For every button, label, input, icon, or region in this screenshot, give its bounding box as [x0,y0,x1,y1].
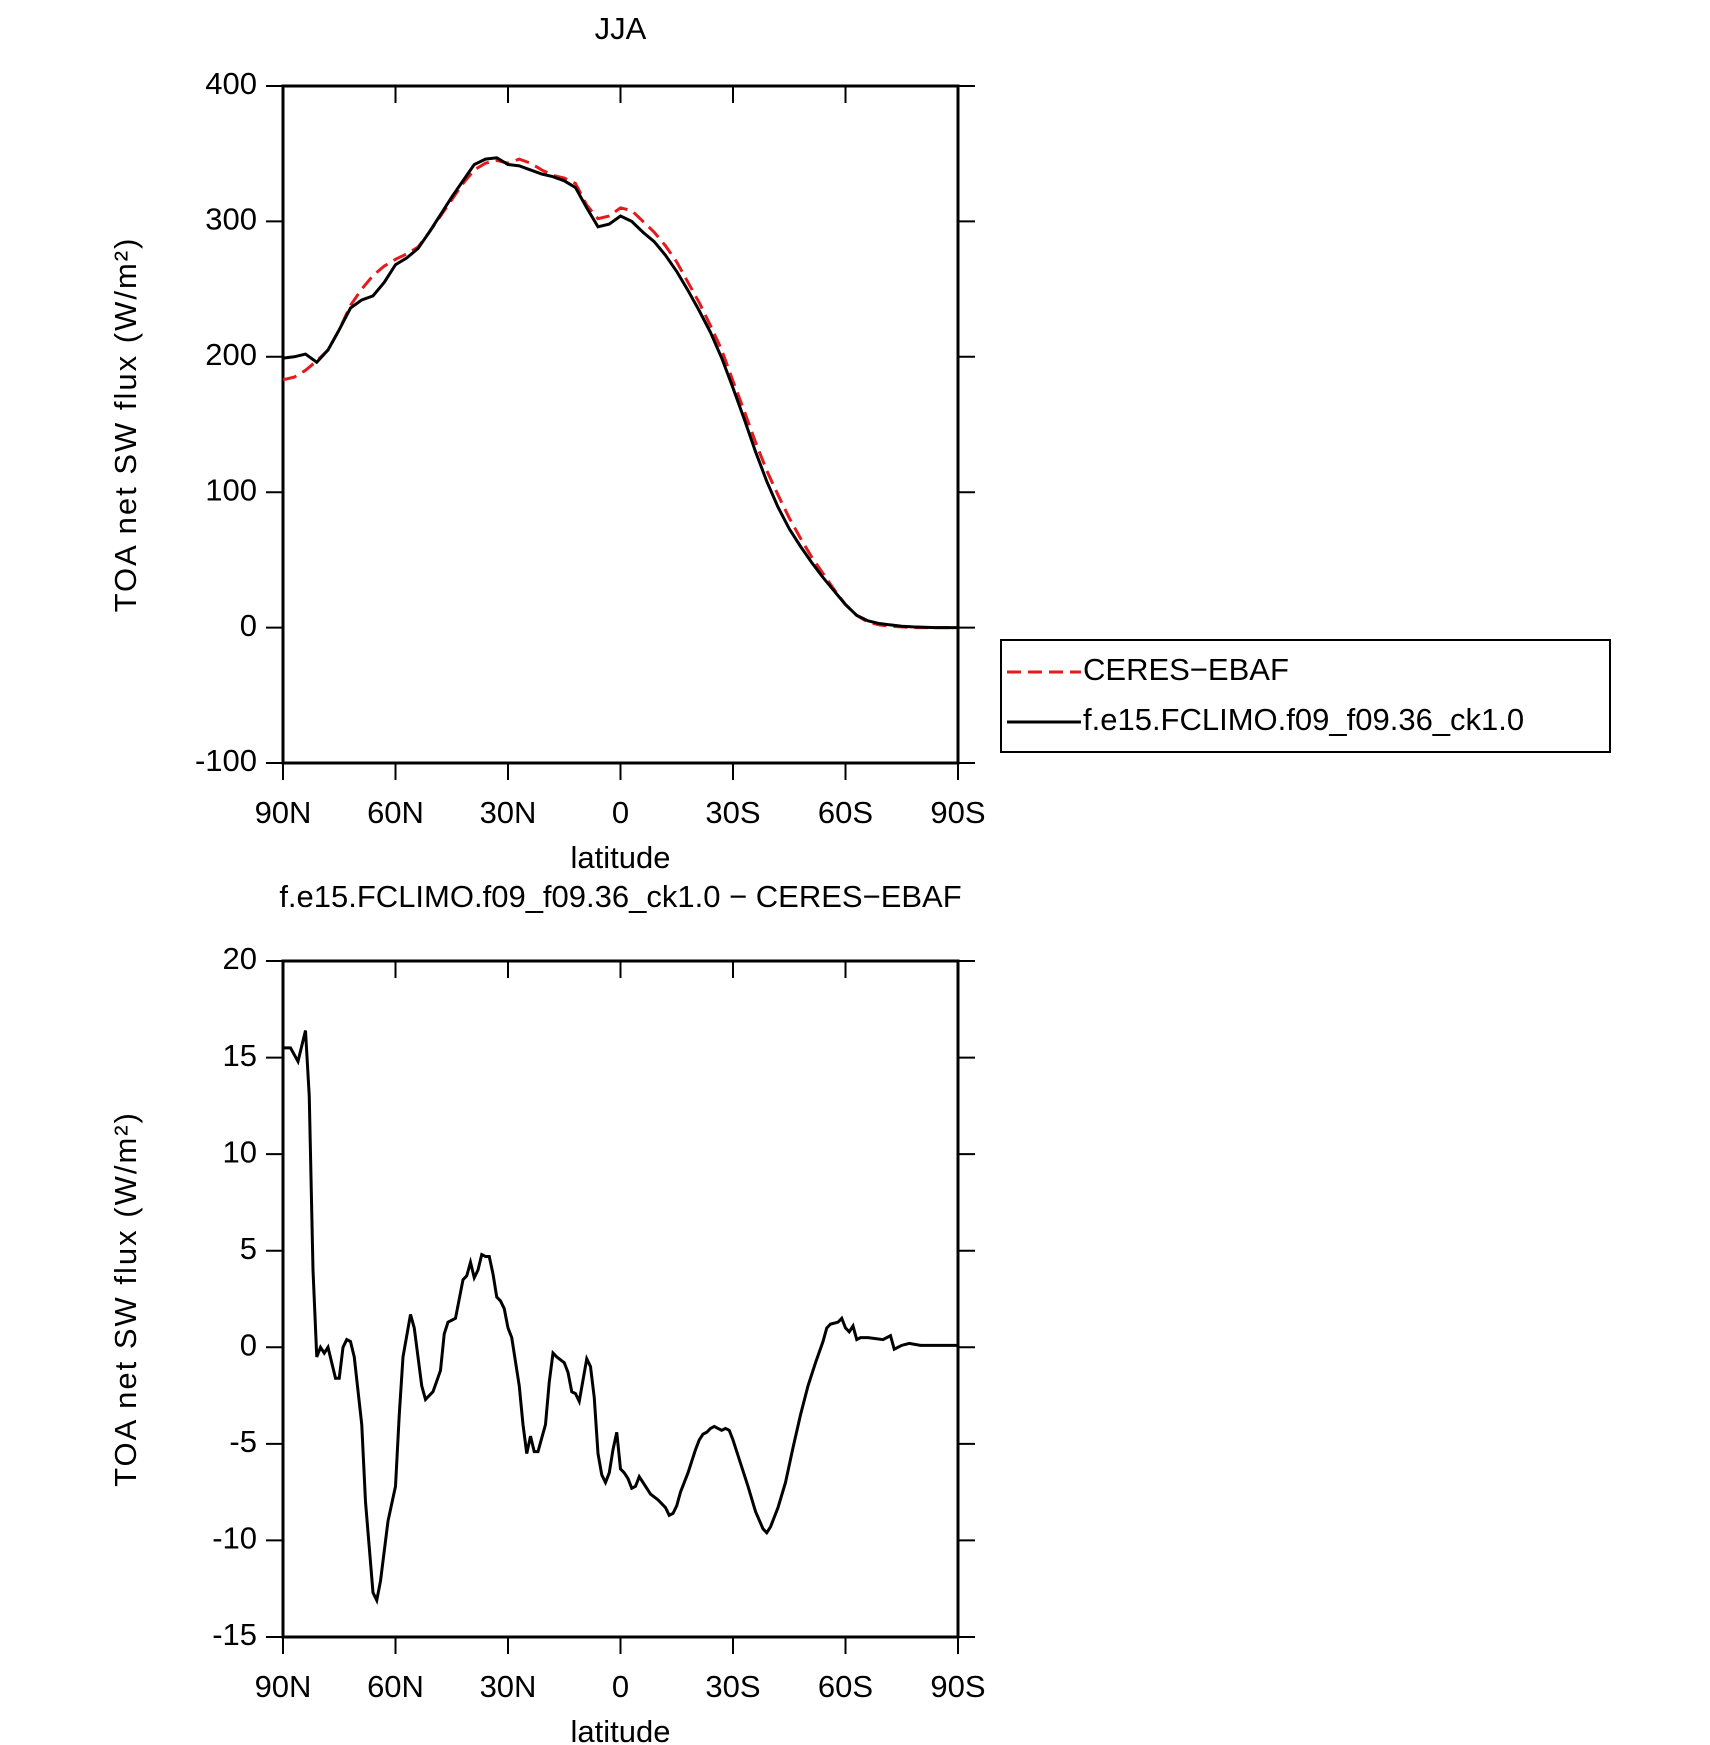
y-tick-label: 100 [205,472,257,507]
y-tick-label: 10 [223,1134,257,1169]
x-tick-label: 0 [612,795,629,830]
y-axis-label: TOA net SW flux (W/m²) [108,1111,143,1487]
y-tick-label: 15 [223,1038,257,1073]
x-tick-label: 30S [705,795,760,830]
x-axis-label: latitude [571,840,671,875]
y-tick-label: 300 [205,202,257,237]
plot-frame [281,959,960,1639]
y-tick-label: 20 [223,941,257,976]
chart-panel: JJA -100 0 100 200 300 400 90N 60N 30N 0 30S 60S 90S l… [108,11,1611,875]
x-tick-label: 60N [367,795,424,830]
y-tick-label: 0 [240,608,257,643]
x-tick-label: 90N [255,795,312,830]
chart-panel: f.e15.FCLIMO.f09_f09.36_ck1.0 − CERES−EB… [108,879,985,1745]
x-tick-label: 0 [612,1669,629,1704]
x-tick-label: 60N [367,1669,424,1704]
series-line [283,1030,958,1605]
y-tick-label: -10 [212,1521,257,1556]
y-axis-label: TOA net SW flux (W/m²) [108,237,143,613]
chart-title: f.e15.FCLIMO.f09_f09.36_ck1.0 − CERES−EB… [279,879,961,914]
y-tick-label: -100 [195,743,257,778]
x-tick-label: 30N [480,795,537,830]
y-tick-label: 5 [240,1231,257,1266]
plot-frame [281,84,960,765]
x-tick-label: 60S [818,1669,873,1704]
legend-box [1000,639,1611,753]
y-tick-label: -15 [212,1617,257,1652]
series-line [282,157,958,630]
series-line [282,156,958,630]
legend-label: f.e15.FCLIMO.f09_f09.36_ck1.0 [1083,702,1524,737]
x-tick-label: 90S [930,795,985,830]
y-tick-label: -5 [229,1424,257,1459]
x-tick-label: 90N [255,1669,312,1704]
chart-title: JJA [595,11,647,46]
legend-label: CERES−EBAF [1083,652,1289,687]
x-tick-label: 90S [930,1669,985,1704]
y-tick-label: 0 [240,1327,257,1362]
x-tick-label: 30S [705,1669,760,1704]
x-tick-label: 60S [818,795,873,830]
x-axis-label: latitude [571,1714,671,1745]
x-tick-label: 30N [480,1669,537,1704]
y-tick-label: 200 [205,337,257,372]
y-tick-label: 400 [205,66,257,101]
